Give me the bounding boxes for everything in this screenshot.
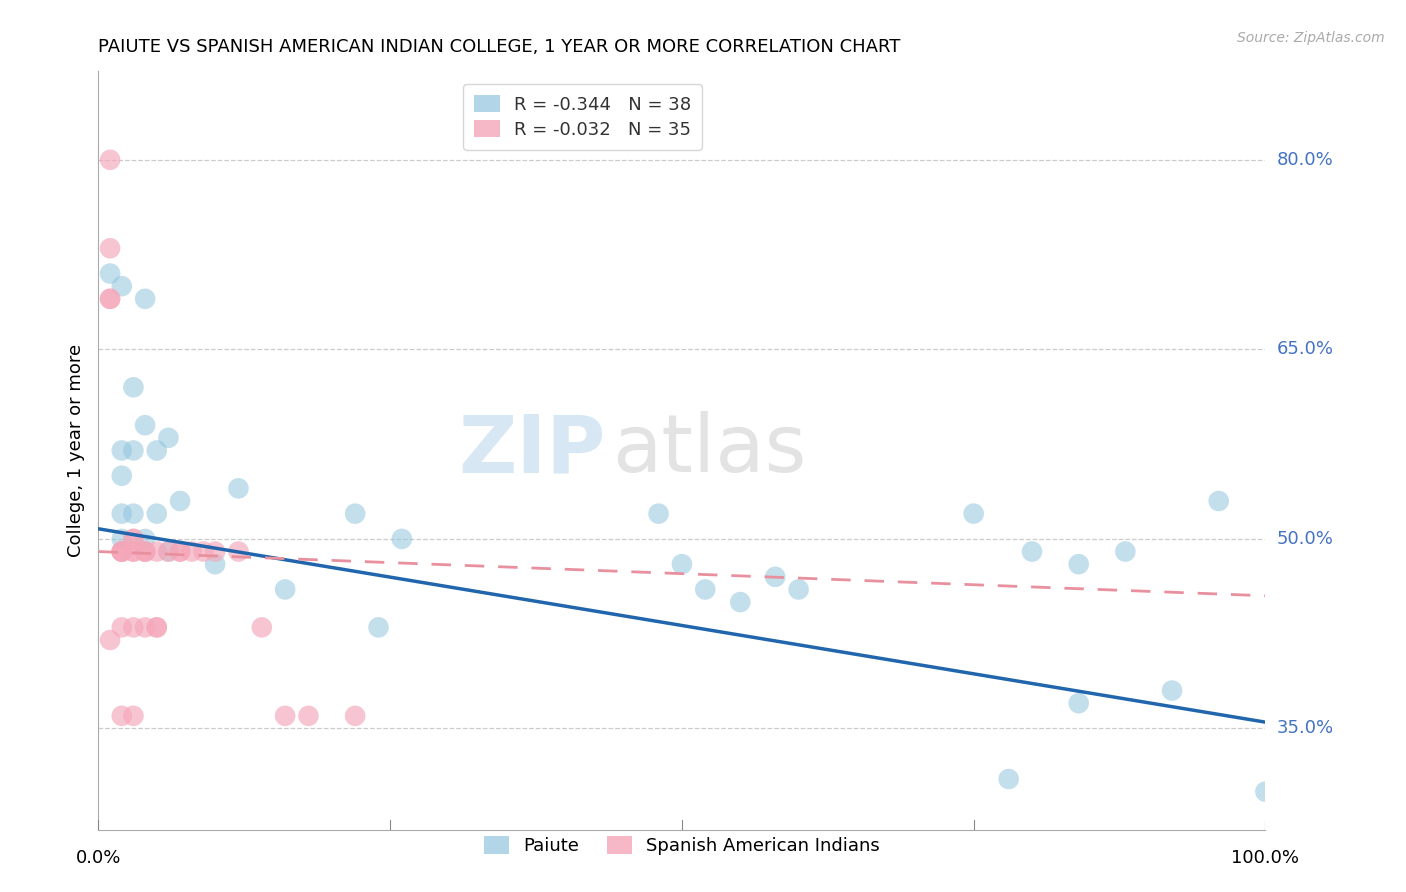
Point	[98, 241, 121, 255]
Text: ZIP: ZIP	[458, 411, 606, 490]
Point	[1208, 494, 1230, 508]
Point	[647, 507, 669, 521]
Point	[962, 507, 984, 521]
Point	[787, 582, 810, 597]
Legend: Paiute, Spanish American Indians: Paiute, Spanish American Indians	[477, 829, 887, 863]
Text: 50.0%: 50.0%	[1277, 530, 1333, 548]
Point	[1067, 557, 1090, 572]
Point	[122, 532, 145, 546]
Point	[274, 709, 297, 723]
Y-axis label: College, 1 year or more: College, 1 year or more	[66, 344, 84, 557]
Point	[122, 443, 145, 458]
Point	[98, 153, 121, 167]
Point	[111, 709, 134, 723]
Point	[1254, 785, 1277, 799]
Text: 80.0%: 80.0%	[1277, 151, 1333, 169]
Text: atlas: atlas	[612, 411, 806, 490]
Point	[134, 544, 156, 558]
Point	[1161, 683, 1184, 698]
Point	[134, 418, 156, 433]
Text: PAIUTE VS SPANISH AMERICAN INDIAN COLLEGE, 1 YEAR OR MORE CORRELATION CHART: PAIUTE VS SPANISH AMERICAN INDIAN COLLEG…	[98, 38, 901, 56]
Point	[98, 292, 121, 306]
Point	[134, 544, 156, 558]
Point	[250, 620, 273, 634]
Point	[146, 620, 169, 634]
Point	[157, 544, 180, 558]
Point	[111, 544, 134, 558]
Point	[111, 279, 134, 293]
Text: Source: ZipAtlas.com: Source: ZipAtlas.com	[1237, 31, 1385, 45]
Point	[344, 709, 367, 723]
Point	[204, 557, 226, 572]
Point	[111, 544, 134, 558]
Point	[111, 468, 134, 483]
Point	[193, 544, 215, 558]
Point	[111, 532, 134, 546]
Text: 65.0%: 65.0%	[1277, 341, 1333, 359]
Point	[391, 532, 413, 546]
Point	[367, 620, 389, 634]
Point	[169, 544, 191, 558]
Point	[695, 582, 717, 597]
Point	[169, 544, 191, 558]
Point	[111, 620, 134, 634]
Point	[134, 292, 156, 306]
Point	[122, 507, 145, 521]
Point	[671, 557, 693, 572]
Point	[134, 532, 156, 546]
Point	[111, 544, 134, 558]
Point	[274, 582, 297, 597]
Text: 0.0%: 0.0%	[76, 848, 121, 866]
Point	[297, 709, 319, 723]
Point	[146, 620, 169, 634]
Point	[122, 620, 145, 634]
Point	[122, 544, 145, 558]
Point	[1114, 544, 1136, 558]
Point	[146, 443, 169, 458]
Point	[228, 544, 250, 558]
Point	[157, 544, 180, 558]
Point	[134, 544, 156, 558]
Point	[146, 544, 169, 558]
Point	[111, 443, 134, 458]
Point	[122, 544, 145, 558]
Point	[98, 633, 121, 648]
Point	[157, 431, 180, 445]
Point	[122, 532, 145, 546]
Point	[730, 595, 752, 609]
Point	[1021, 544, 1043, 558]
Point	[146, 507, 169, 521]
Point	[1067, 696, 1090, 710]
Point	[122, 709, 145, 723]
Point	[180, 544, 202, 558]
Point	[111, 507, 134, 521]
Point	[122, 380, 145, 394]
Point	[134, 620, 156, 634]
Point	[997, 772, 1019, 786]
Point	[111, 544, 134, 558]
Point	[204, 544, 226, 558]
Text: 100.0%: 100.0%	[1232, 848, 1299, 866]
Text: 35.0%: 35.0%	[1277, 720, 1334, 738]
Point	[98, 292, 121, 306]
Point	[169, 494, 191, 508]
Point	[344, 507, 367, 521]
Point	[98, 267, 121, 281]
Point	[763, 570, 786, 584]
Point	[228, 482, 250, 496]
